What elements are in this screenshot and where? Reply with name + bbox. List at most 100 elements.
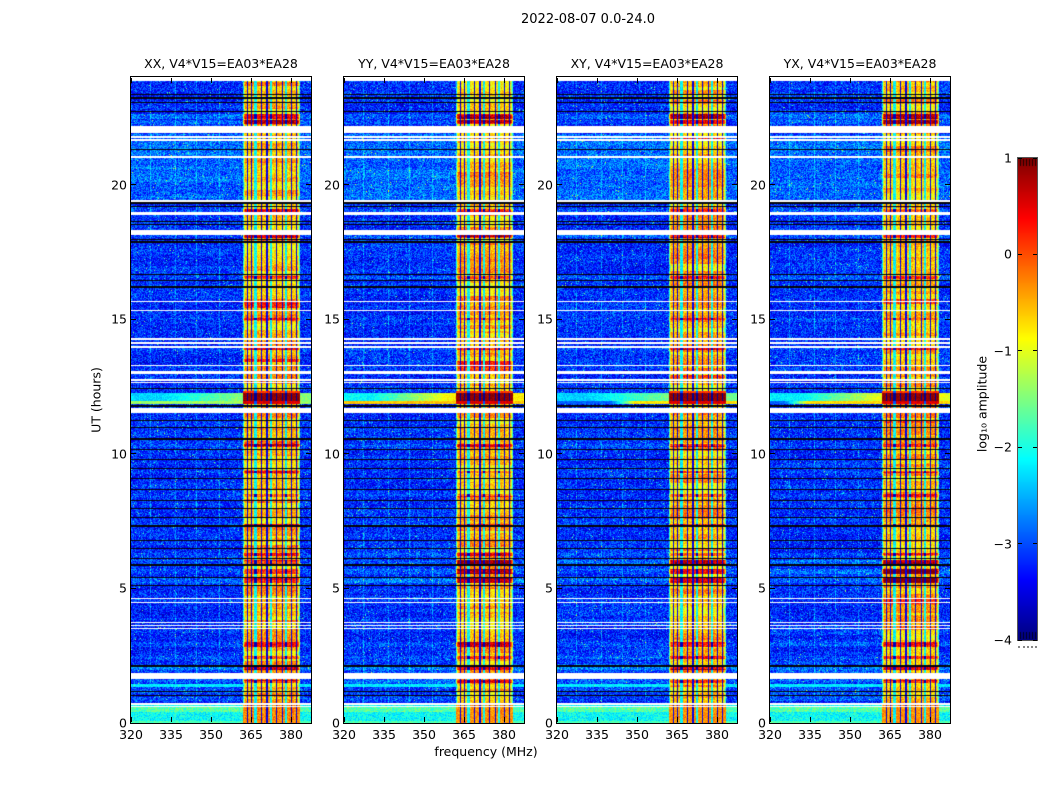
y-tick <box>519 587 524 589</box>
x-tick-label: 320 <box>758 727 782 742</box>
y-tick <box>945 587 950 589</box>
y-tick-label: 0 <box>332 715 340 731</box>
y-tick <box>557 318 562 320</box>
x-tick <box>596 717 598 722</box>
x-tick-label: 320 <box>332 727 356 742</box>
x-tick <box>556 78 558 83</box>
x-tick <box>250 78 252 83</box>
y-tick <box>131 722 136 724</box>
x-tick <box>130 717 132 722</box>
y-tick-label: 10 <box>324 446 340 462</box>
figure-title: 2022-08-07 0.0-24.0 <box>521 12 655 27</box>
y-tick-label: 5 <box>758 580 766 596</box>
panel-title-yy: YY, V4*V15=EA03*EA28 <box>358 56 510 71</box>
colorbar-tick-label: 1 <box>1004 150 1012 166</box>
x-tick <box>343 717 345 722</box>
y-tick-label: 20 <box>111 177 127 193</box>
y-tick-label: 0 <box>119 715 127 731</box>
x-tick-label: 380 <box>279 727 303 742</box>
x-tick <box>250 717 252 722</box>
y-tick-label: 15 <box>324 311 340 327</box>
y-tick <box>732 453 737 455</box>
y-tick <box>306 587 311 589</box>
x-tick-label: 335 <box>372 727 396 742</box>
y-tick-label: 20 <box>537 177 553 193</box>
y-tick-label: 20 <box>750 177 766 193</box>
x-tick <box>170 78 172 83</box>
panel-title-xy: XY, V4*V15=EA03*EA28 <box>570 56 724 71</box>
x-tick <box>503 78 505 83</box>
colorbar-tick <box>1018 157 1022 159</box>
x-tick-label: 335 <box>585 727 609 742</box>
colorbar-tick <box>1033 543 1037 545</box>
colorbar-tick <box>1033 639 1037 641</box>
y-tick <box>945 318 950 320</box>
x-tick <box>676 717 678 722</box>
x-tick-label: 380 <box>918 727 942 742</box>
y-tick <box>557 722 562 724</box>
colorbar-tick <box>1018 253 1022 255</box>
x-tick <box>423 717 425 722</box>
x-tick-label: 365 <box>878 727 902 742</box>
y-tick <box>732 587 737 589</box>
x-tick <box>463 78 465 83</box>
x-tick <box>716 78 718 83</box>
y-tick <box>131 318 136 320</box>
panel-title-xx: XX, V4*V15=EA03*EA28 <box>144 56 298 71</box>
y-tick <box>306 453 311 455</box>
x-tick <box>130 78 132 83</box>
colorbar-tick-label: −3 <box>993 536 1012 552</box>
y-tick <box>770 722 775 724</box>
x-tick <box>423 78 425 83</box>
y-tick-label: 15 <box>537 311 553 327</box>
y-tick <box>557 587 562 589</box>
x-tick <box>503 717 505 722</box>
colorbar-tick-label: −1 <box>993 343 1012 359</box>
y-tick <box>945 722 950 724</box>
x-tick-label: 350 <box>199 727 223 742</box>
x-tick <box>889 717 891 722</box>
y-tick <box>344 184 349 186</box>
y-tick <box>557 453 562 455</box>
x-tick <box>769 717 771 722</box>
colorbar-label: log₁₀ amplitude <box>974 355 990 453</box>
x-tick-label: 380 <box>492 727 516 742</box>
x-tick <box>210 78 212 83</box>
x-tick-label: 335 <box>159 727 183 742</box>
y-tick <box>770 587 775 589</box>
y-tick-label: 0 <box>758 715 766 731</box>
y-axis-label: UT (hours) <box>88 367 104 433</box>
x-tick <box>290 78 292 83</box>
y-tick <box>945 184 950 186</box>
y-tick <box>557 184 562 186</box>
x-tick <box>929 717 931 722</box>
y-tick <box>732 184 737 186</box>
y-tick-label: 10 <box>111 446 127 462</box>
colorbar-tick <box>1033 157 1037 159</box>
colorbar-tick <box>1033 446 1037 448</box>
x-tick-label: 320 <box>545 727 569 742</box>
x-tick <box>849 78 851 83</box>
x-axis-label: frequency (MHz) <box>434 744 538 759</box>
x-tick <box>556 717 558 722</box>
y-tick-label: 5 <box>119 580 127 596</box>
y-tick <box>732 318 737 320</box>
y-tick-label: 5 <box>332 580 340 596</box>
y-tick-label: 0 <box>545 715 553 731</box>
y-tick-label: 20 <box>324 177 340 193</box>
x-tick <box>170 717 172 722</box>
x-tick <box>929 78 931 83</box>
y-tick <box>306 184 311 186</box>
x-tick-label: 365 <box>665 727 689 742</box>
spectrogram-canvas-yy <box>343 76 525 724</box>
y-tick <box>306 722 311 724</box>
x-tick <box>210 717 212 722</box>
x-tick <box>596 78 598 83</box>
y-tick <box>519 722 524 724</box>
x-tick <box>889 78 891 83</box>
colorbar-tick <box>1018 543 1022 545</box>
x-tick-label: 350 <box>625 727 649 742</box>
colorbar-tick-label: −4 <box>993 632 1012 648</box>
x-tick <box>343 78 345 83</box>
y-tick <box>770 453 775 455</box>
